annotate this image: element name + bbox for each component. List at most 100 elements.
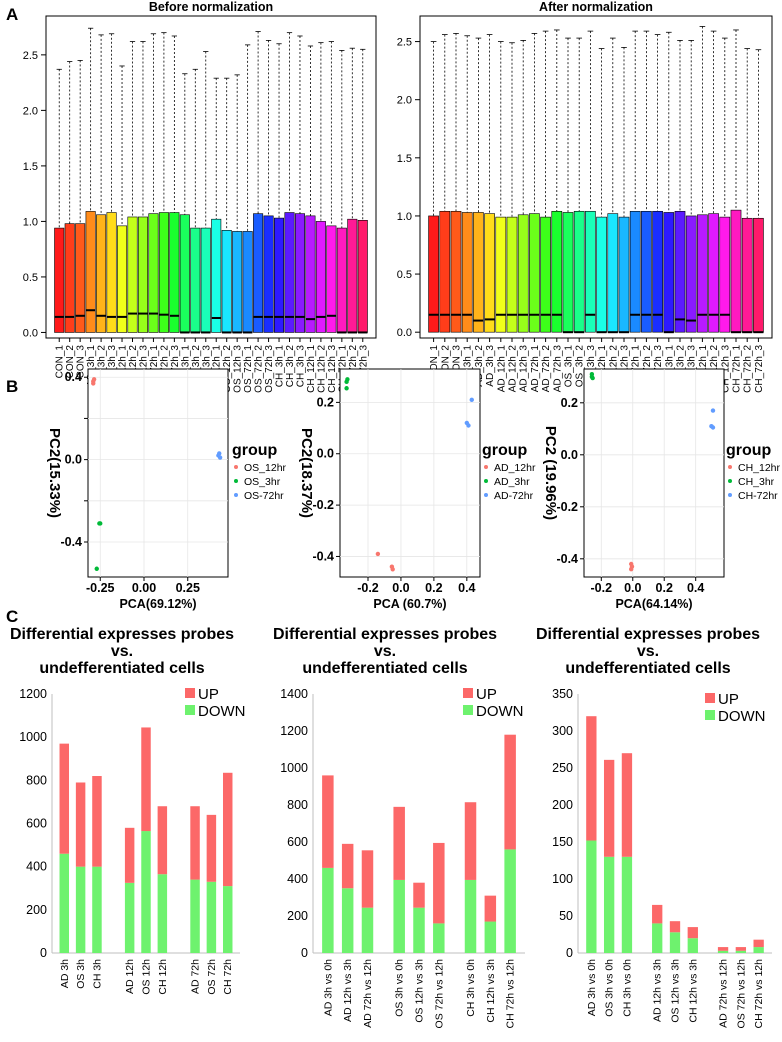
data-point xyxy=(589,372,595,377)
bar-segment xyxy=(586,716,597,841)
bar-segment xyxy=(687,927,698,939)
box xyxy=(274,217,285,333)
box xyxy=(148,213,159,333)
x-tick-label: CH_12h_2 xyxy=(316,345,327,393)
box xyxy=(326,225,337,333)
x-tick-label: OS_3h_1 xyxy=(180,345,191,388)
bar-segment xyxy=(341,843,354,889)
bar-segment xyxy=(504,849,516,953)
bar-segment xyxy=(735,947,747,951)
y-tick-label: 0.0 xyxy=(561,448,578,462)
data-point xyxy=(375,551,381,557)
x-tick-label: 0.0 xyxy=(392,581,409,595)
x-tick-label: CH_72h_1 xyxy=(732,345,743,393)
legend-label: OS_3hr xyxy=(244,476,281,488)
plot-frame xyxy=(87,368,229,578)
bar-segment xyxy=(322,867,334,953)
legend-marker xyxy=(484,465,488,469)
legend-label: DOWN xyxy=(476,703,524,720)
legend-title: group xyxy=(482,442,528,459)
boxplot-before-normalization: Before normalization 0.0 0.5 1.0 1.5 2.0 2.5 CO… xyxy=(23,0,377,393)
x-tick-label: AD_72h_1 xyxy=(530,345,541,393)
data-point xyxy=(710,408,716,413)
y-tick-label: -0.4 xyxy=(312,549,334,563)
pca-plot-ad: -0.2 0.0 0.2 0.4 -0.4 -0.2 0.0 0.2 PCA (60.7%) PC… xyxy=(298,368,536,611)
bar-segment xyxy=(206,814,217,882)
bar-segment xyxy=(603,856,615,953)
legend-marker xyxy=(484,479,488,483)
x-tick-label: OS_3h_1 xyxy=(564,345,575,388)
bar-segment xyxy=(652,923,663,953)
box xyxy=(253,213,264,333)
box xyxy=(652,210,663,333)
y-tick-label: 200 xyxy=(552,798,573,812)
box xyxy=(573,210,585,333)
x-tick-label: AD_3h_1 xyxy=(86,345,97,387)
legend-title: group xyxy=(232,442,278,459)
bar-chart-pairwise-small: Differential expresses probesvs.undeffer… xyxy=(536,626,772,1028)
y-tick-label: 1200 xyxy=(280,724,308,738)
y-axis-label: PC2(15.33%) xyxy=(46,428,63,518)
bar-segment xyxy=(124,882,135,953)
box xyxy=(551,210,563,333)
legend-marker xyxy=(484,493,488,497)
bar-segment xyxy=(586,840,597,953)
x-tick-label: CH 72h vs 12h xyxy=(505,959,517,1029)
x-tick-label: AD_12h_2 xyxy=(128,345,139,393)
bar-segment xyxy=(322,775,334,868)
y-tick-label: 1.0 xyxy=(23,216,38,228)
legend-marker xyxy=(234,465,238,469)
y-tick-label: 600 xyxy=(287,835,308,849)
y-tick-label: 350 xyxy=(552,687,573,701)
box xyxy=(106,212,117,333)
box xyxy=(439,210,451,333)
box xyxy=(506,216,518,333)
box xyxy=(305,215,316,333)
y-tick-label: 800 xyxy=(287,798,308,812)
bar-segment xyxy=(433,842,445,924)
x-tick-label: -0.2 xyxy=(357,581,379,595)
chart-title-line: vs. xyxy=(637,643,659,660)
y-tick-label: 0.0 xyxy=(23,327,38,339)
bar-segment xyxy=(59,743,70,854)
x-tick-label: CH_72h_3 xyxy=(754,345,765,393)
plot-frame xyxy=(419,15,773,339)
legend-label: AD_3hr xyxy=(494,476,530,488)
x-tick-label: CON_3 xyxy=(76,345,87,379)
x-tick-label: AD_72h_3 xyxy=(170,345,181,393)
x-tick-label: OS 72h vs 12h xyxy=(433,959,445,1029)
x-tick-label: AD_3h_1 xyxy=(463,345,474,387)
plot-frame xyxy=(45,15,377,339)
x-tick-label: CH_3h_3 xyxy=(687,345,698,388)
data-point xyxy=(466,423,471,428)
y-tick-label: 0.2 xyxy=(317,395,334,409)
bar-segment xyxy=(621,856,633,953)
bar-segment xyxy=(92,776,102,867)
y-tick-label: 0.5 xyxy=(397,269,412,281)
x-tick-label: AD_3h_3 xyxy=(107,345,118,387)
legend-marker xyxy=(234,479,238,483)
data-point xyxy=(344,386,349,391)
x-tick-label: AD 12h vs 3h xyxy=(342,959,354,1022)
x-tick-label: OS_3h_2 xyxy=(191,345,202,388)
x-tick-label: OS 3h xyxy=(75,959,87,989)
chart-title-line: undefferentiated cells xyxy=(565,660,730,677)
bar-segment xyxy=(157,806,168,875)
data-point xyxy=(97,521,102,526)
legend-title: group xyxy=(726,442,772,459)
x-tick-label: CON_2 xyxy=(65,345,76,379)
box xyxy=(517,214,529,333)
box xyxy=(607,213,619,333)
legend-label: UP xyxy=(476,686,497,703)
y-tick-label: 0.0 xyxy=(397,327,412,339)
bar-segment xyxy=(464,802,477,880)
y-tick-label: 1.0 xyxy=(397,211,412,223)
panel-label-c: C xyxy=(6,607,18,626)
y-axis-label: PC2(18.37%) xyxy=(298,428,315,518)
box xyxy=(117,225,128,333)
box xyxy=(284,212,295,333)
box xyxy=(85,211,96,333)
x-tick-label: AD_12h_1 xyxy=(496,345,507,393)
data-point xyxy=(628,567,634,572)
bar-segment xyxy=(669,921,681,933)
